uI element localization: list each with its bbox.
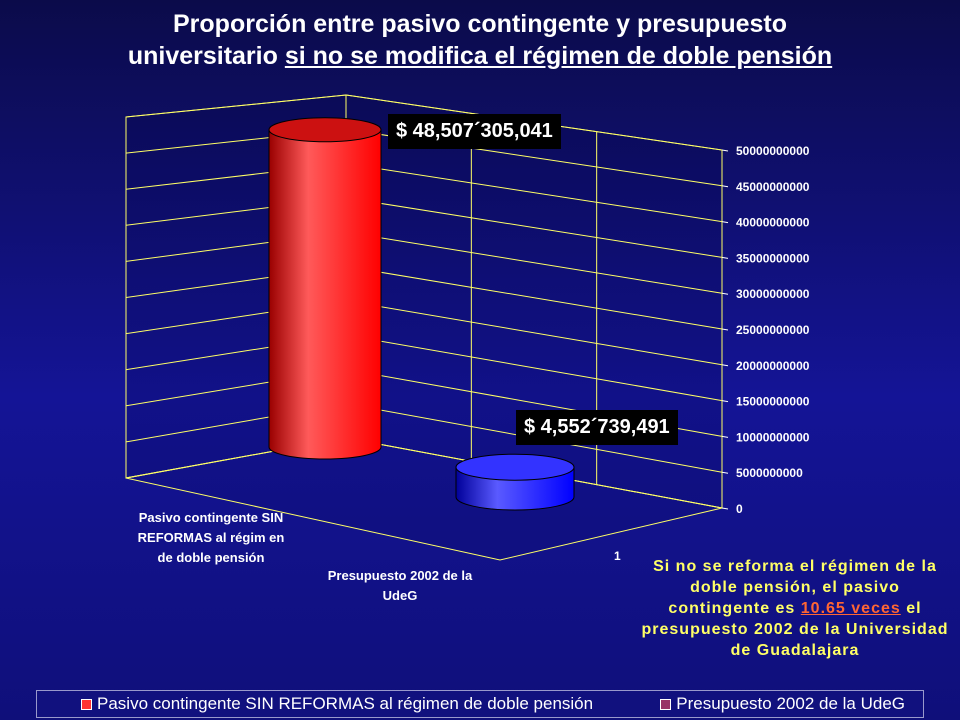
chart-title: Proporción entre pasivo contingente y pr… (0, 8, 960, 72)
depth-axis-label: 1 (614, 549, 621, 563)
legend-swatch-presupuesto (660, 698, 672, 710)
title-line-2-underlined: si no se modifica el régimen de doble pe… (284, 42, 833, 70)
bar-pasivo-body (268, 129, 382, 460)
title-line-1: Proporción entre pasivo contingente y pr… (173, 10, 787, 38)
y-axis-ticks: 0 5000000000 10000000000 15000000000 2000000… (721, 144, 810, 516)
tick-label-0: 0 (736, 502, 743, 516)
tick-mark-8 (721, 221, 729, 224)
tick-mark-2 (721, 435, 729, 438)
tick-mark-1 (721, 471, 729, 474)
tick-label-4: 20000000000 (736, 359, 810, 373)
tick-mark-4 (721, 364, 729, 367)
tick-label-7: 35000000000 (736, 251, 810, 265)
tick-mark-3 (721, 400, 729, 403)
tick-label-8: 40000000000 (736, 216, 810, 230)
tick-mark-7 (721, 256, 729, 259)
bar-presupuesto (455, 453, 575, 511)
legend-item-pasivo: Pasivo contingente SIN REFORMAS al régim… (81, 694, 593, 714)
category-label-presupuesto-line-1: Presupuesto 2002 de la (327, 568, 473, 583)
category-label-pasivo-line-2: REFORMAS al régim en (137, 530, 285, 545)
data-label-presupuesto: $ 4,552´739,491 (516, 410, 678, 445)
legend-item-presupuesto: Presupuesto 2002 de la UdeG (660, 694, 905, 714)
annotation-note: Si no se reforma el régimen de la doble … (640, 556, 950, 661)
legend-label-pasivo: Pasivo contingente SIN REFORMAS al régim… (97, 694, 594, 713)
bar-pasivo (268, 117, 382, 460)
tick-label-9: 45000000000 (736, 180, 810, 194)
tick-label-5: 25000000000 (736, 323, 810, 337)
tick-mark-9 (721, 185, 729, 188)
category-label-presupuesto-line-2: UdeG (382, 588, 418, 603)
note-text-before: Si no se reforma el régimen de la doble … (653, 558, 937, 617)
legend-swatch-pasivo (81, 698, 92, 710)
bar-pasivo-top (268, 117, 382, 143)
category-label-pasivo-line-3: de doble pensión (157, 550, 265, 565)
chart-walls (125, 94, 723, 561)
tick-mark-6 (721, 292, 729, 295)
category-label-pasivo-line-1: Pasivo contingente SIN (138, 510, 284, 525)
tick-label-3: 15000000000 (736, 395, 810, 409)
tick-mark-0 (721, 507, 729, 510)
note-text-after: el presupuesto 2002 de la Universidad de… (641, 600, 949, 659)
title-line-2: universitario si no se modifica el régim… (0, 40, 960, 72)
tick-label-10: 50000000000 (736, 144, 810, 158)
note-highlight: 10.65 veces (800, 600, 901, 617)
tick-mark-5 (721, 328, 729, 331)
tick-label-2: 10000000000 (736, 430, 810, 444)
back-wall (345, 94, 723, 509)
category-label-pasivo: Pasivo contingente SIN REFORMAS al régim… (128, 508, 294, 568)
title-line-2-plain: universitario (127, 42, 285, 70)
legend-label-presupuesto: Presupuesto 2002 de la UdeG (676, 694, 905, 713)
tick-label-6: 30000000000 (736, 287, 810, 301)
tick-mark-10 (721, 149, 729, 152)
tick-label-1: 5000000000 (736, 466, 803, 480)
data-label-pasivo: $ 48,507´305,041 (388, 114, 561, 149)
bar-presupuesto-top (455, 453, 575, 481)
chart-bars (268, 117, 575, 511)
gridline-10 (125, 94, 723, 151)
category-label-presupuesto: Presupuesto 2002 de la UdeG (310, 566, 490, 606)
chart-legend: Pasivo contingente SIN REFORMAS al régim… (36, 690, 924, 718)
